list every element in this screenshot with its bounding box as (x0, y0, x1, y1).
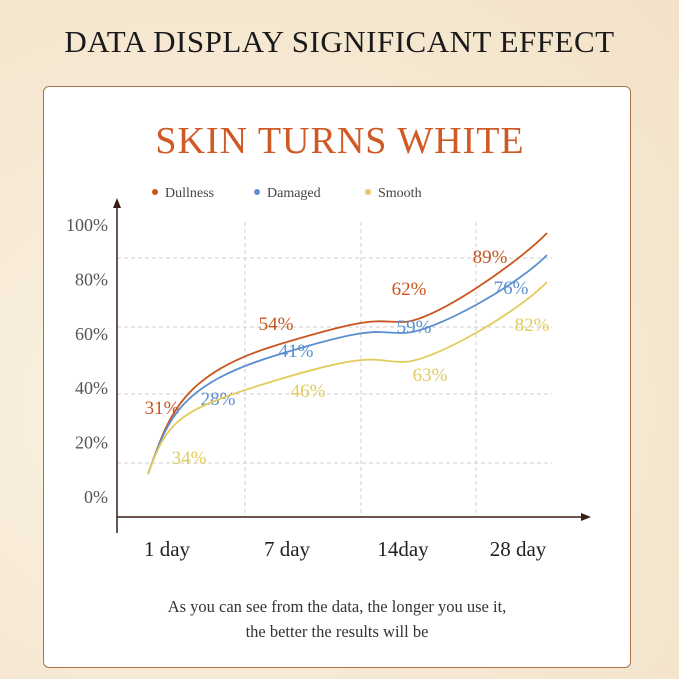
series-line-damaged (147, 254, 548, 475)
legend-label-smooth: Smooth (378, 186, 422, 201)
data-label-smooth: 46% (291, 381, 326, 402)
y-axis-arrow (113, 198, 121, 208)
data-label-dullness: 54% (259, 314, 294, 335)
data-label-damaged: 76% (494, 278, 529, 299)
y-tick-label: 40% (75, 378, 108, 398)
series-line-dullness (147, 232, 548, 475)
chart-caption: As you can see from the data, the longer… (43, 594, 631, 644)
x-tick-label: 28 day (490, 537, 547, 561)
x-tick-label: 14day (377, 537, 429, 561)
data-label-dullness: 31% (145, 398, 180, 419)
page-title: DATA DISPLAY SIGNIFICANT EFFECT (64, 24, 615, 59)
x-axis-arrow (581, 513, 591, 521)
legend-label-dullness: Dullness (165, 186, 214, 201)
chart-title: SKIN TURNS WHITE (155, 120, 524, 162)
series-line-smooth (147, 281, 548, 475)
caption-line-1: As you can see from the data, the longer… (167, 597, 507, 616)
y-tick-label: 0% (84, 487, 108, 507)
caption-line-2: the better the results will be (245, 622, 429, 641)
legend-marker-damaged (254, 189, 260, 195)
data-label-dullness: 62% (392, 279, 427, 300)
data-label-smooth: 63% (413, 365, 448, 386)
legend-marker-smooth (365, 189, 371, 195)
chart-card (43, 86, 631, 668)
legend-label-damaged: Damaged (267, 186, 321, 201)
data-label-dullness: 89% (473, 247, 508, 268)
x-tick-label: 1 day (144, 537, 191, 561)
data-label-smooth: 34% (172, 448, 207, 469)
x-tick-label: 7 day (264, 537, 311, 561)
y-tick-label: 80% (75, 269, 108, 289)
data-label-smooth: 82% (515, 315, 550, 336)
y-tick-label: 100% (66, 215, 108, 235)
y-tick-label: 60% (75, 324, 108, 344)
data-label-damaged: 59% (397, 317, 432, 338)
legend-marker-dullness (152, 189, 158, 195)
data-label-damaged: 41% (279, 341, 314, 362)
y-tick-label: 20% (75, 433, 108, 453)
